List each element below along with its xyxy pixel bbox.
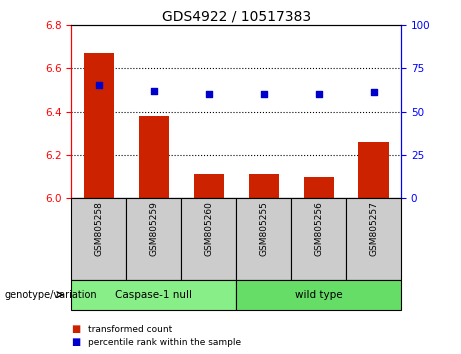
Bar	[139, 116, 169, 198]
Text: transformed count: transformed count	[88, 325, 172, 334]
Bar	[126, 198, 181, 280]
Title: GDS4922 / 10517383: GDS4922 / 10517383	[162, 10, 311, 24]
Text: GSM805255: GSM805255	[259, 201, 268, 256]
Bar	[236, 198, 291, 280]
Text: ■: ■	[71, 324, 81, 334]
Bar	[194, 175, 224, 198]
Text: GSM805258: GSM805258	[95, 201, 103, 256]
Text: GSM805257: GSM805257	[369, 201, 378, 256]
Point	[150, 88, 158, 93]
Point	[260, 91, 267, 97]
Point	[205, 91, 213, 97]
Bar	[71, 280, 236, 310]
Bar	[359, 142, 389, 198]
Bar	[71, 198, 126, 280]
Text: Caspase-1 null: Caspase-1 null	[115, 290, 192, 300]
Text: GSM805256: GSM805256	[314, 201, 323, 256]
Point	[315, 91, 322, 97]
Point	[95, 82, 103, 88]
Text: percentile rank within the sample: percentile rank within the sample	[88, 338, 241, 347]
Point	[370, 90, 377, 95]
Text: GSM805260: GSM805260	[204, 201, 213, 256]
Text: GSM805259: GSM805259	[149, 201, 159, 256]
Bar	[248, 175, 279, 198]
Bar	[181, 198, 236, 280]
Bar	[236, 280, 401, 310]
Bar	[291, 198, 346, 280]
Text: wild type: wild type	[295, 290, 343, 300]
Text: ■: ■	[71, 337, 81, 347]
Bar	[346, 198, 401, 280]
Text: genotype/variation: genotype/variation	[5, 290, 97, 300]
Bar	[303, 177, 334, 198]
Bar	[84, 53, 114, 198]
